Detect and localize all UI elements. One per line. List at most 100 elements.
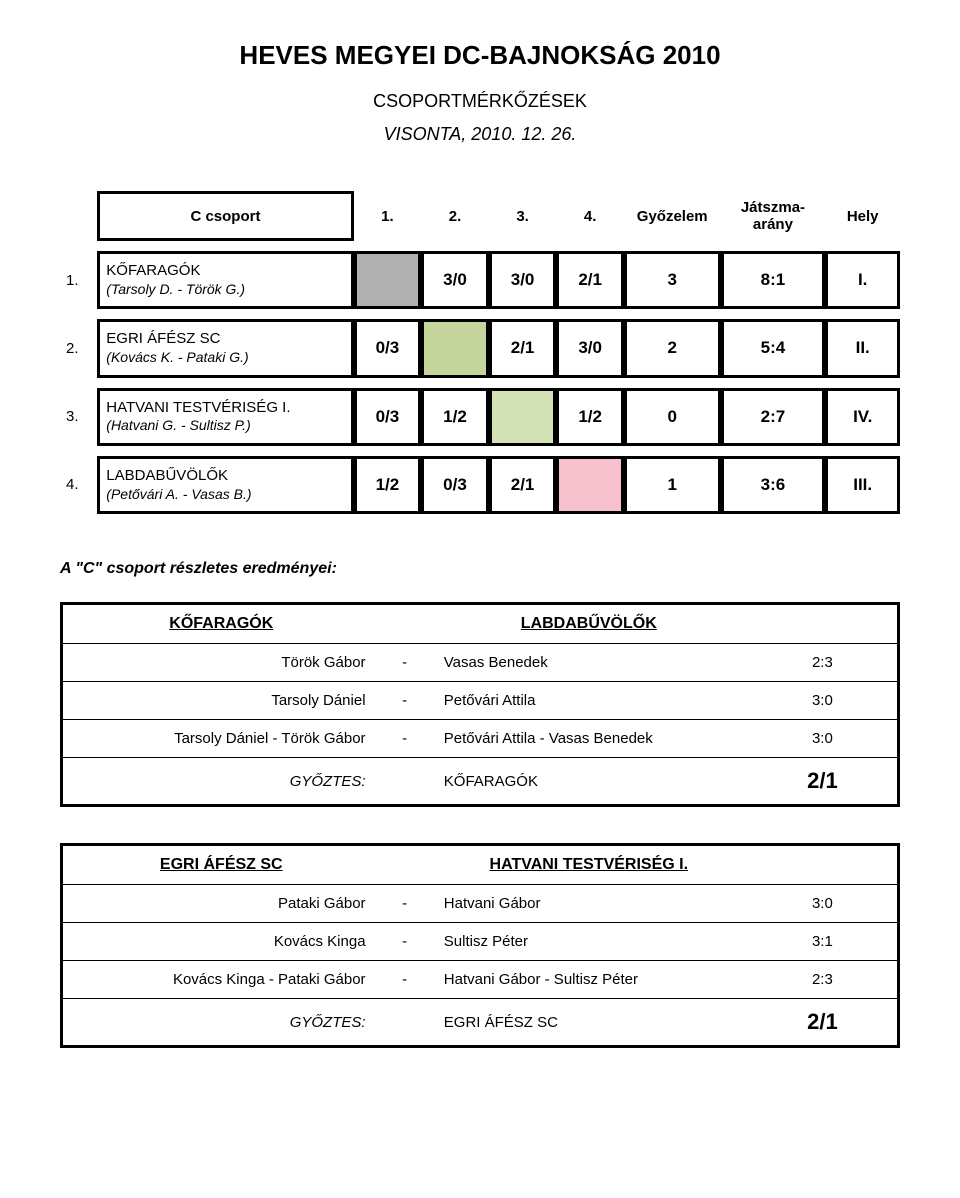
wins-cell: 3	[624, 251, 721, 309]
diagonal-cell	[556, 456, 624, 514]
score-cell: 3/0	[421, 251, 489, 309]
separator: -	[380, 682, 430, 720]
diagonal-cell	[421, 319, 489, 377]
standings-row: 1.KŐFARAGÓK(Tarsoly D. - Török G.)3/03/0…	[60, 251, 900, 309]
team-name: KŐFARAGÓK	[106, 262, 344, 281]
match-team-a: KŐFARAGÓK	[62, 604, 380, 644]
team-cell: KŐFARAGÓK(Tarsoly D. - Török G.)	[97, 251, 353, 309]
col-wins: Győzelem	[624, 191, 721, 241]
separator: -	[380, 923, 430, 961]
wins-cell: 0	[624, 388, 721, 446]
score-cell: 2/1	[556, 251, 624, 309]
ratio-cell: 8:1	[721, 251, 826, 309]
place-cell: III.	[825, 456, 900, 514]
col-4: 4.	[556, 191, 624, 241]
ratio-cell: 3:6	[721, 456, 826, 514]
wins-cell: 2	[624, 319, 721, 377]
match-team-b: HATVANI TESTVÉRISÉG I.	[430, 845, 748, 885]
winner-row: GYŐZTES:KŐFARAGÓK2/1	[62, 758, 899, 806]
match-row: Tarsoly Dániel - Török Gábor-Petővári At…	[62, 720, 899, 758]
col-place: Hely	[825, 191, 900, 241]
score-cell: 1/2	[556, 388, 624, 446]
separator: -	[380, 961, 430, 999]
winner-row: GYŐZTES: EGRI ÁFÉSZ SC2/1	[62, 999, 899, 1047]
team-players: (Petővári A. - Vasas B.)	[106, 486, 344, 504]
page-subtitle: CSOPORTMÉRKŐZÉSEK	[60, 91, 900, 112]
team-players: (Tarsoly D. - Török G.)	[106, 281, 344, 299]
wins-cell: 1	[624, 456, 721, 514]
player-a: Tarsoly Dániel	[62, 682, 380, 720]
match-row: Kovács Kinga-Sultisz Péter3:1	[62, 923, 899, 961]
diagonal-cell	[354, 251, 422, 309]
row-score: 2:3	[748, 644, 899, 682]
match-row: Pataki Gábor-Hatvani Gábor3:0	[62, 885, 899, 923]
score-header	[748, 604, 899, 644]
player-a: Kovács Kinga - Pataki Gábor	[62, 961, 380, 999]
col-2: 2.	[421, 191, 489, 241]
separator	[380, 604, 430, 644]
row-number: 1.	[60, 251, 97, 309]
col-1: 1.	[354, 191, 422, 241]
match-table: KŐFARAGÓKLABDABŰVÖLŐKTörök Gábor-Vasas B…	[60, 602, 900, 807]
separator: -	[380, 720, 430, 758]
standings-table: C csoport 1. 2. 3. 4. Győzelem Játszma-a…	[60, 181, 900, 524]
match-row: Kovács Kinga - Pataki Gábor-Hatvani Gábo…	[62, 961, 899, 999]
team-cell: LABDABŰVÖLŐK(Petővári A. - Vasas B.)	[97, 456, 353, 514]
group-label: C csoport	[97, 191, 353, 241]
score-cell: 3/0	[556, 319, 624, 377]
score-cell: 3/0	[489, 251, 557, 309]
standings-row: 2.EGRI ÁFÉSZ SC(Kovács K. - Pataki G.)0/…	[60, 319, 900, 377]
row-score: 3:0	[748, 885, 899, 923]
team-name: LABDABŰVÖLŐK	[106, 467, 344, 486]
player-a: Kovács Kinga	[62, 923, 380, 961]
separator	[380, 758, 430, 806]
score-cell: 1/2	[421, 388, 489, 446]
page-title: HEVES MEGYEI DC-BAJNOKSÁG 2010	[60, 40, 900, 71]
row-number: 4.	[60, 456, 97, 514]
row-number: 2.	[60, 319, 97, 377]
diagonal-cell	[489, 388, 557, 446]
match-team-b: LABDABŰVÖLŐK	[430, 604, 748, 644]
score-cell: 0/3	[354, 388, 422, 446]
row-score: 2:3	[748, 961, 899, 999]
row-score: 3:0	[748, 682, 899, 720]
team-players: (Kovács K. - Pataki G.)	[106, 349, 344, 367]
winner-team: KŐFARAGÓK	[430, 758, 748, 806]
standings-row: 4.LABDABŰVÖLŐK(Petővári A. - Vasas B.)1/…	[60, 456, 900, 514]
row-score: 3:1	[748, 923, 899, 961]
winner-label: GYŐZTES:	[62, 999, 380, 1047]
player-b: Vasas Benedek	[430, 644, 748, 682]
winner-team: EGRI ÁFÉSZ SC	[430, 999, 748, 1047]
match-row: Tarsoly Dániel-Petővári Attila3:0	[62, 682, 899, 720]
page-date: VISONTA, 2010. 12. 26.	[60, 124, 900, 145]
place-cell: II.	[825, 319, 900, 377]
row-number: 3.	[60, 388, 97, 446]
player-a: Török Gábor	[62, 644, 380, 682]
score-cell: 0/3	[421, 456, 489, 514]
ratio-cell: 2:7	[721, 388, 826, 446]
player-b: Hatvani Gábor	[430, 885, 748, 923]
row-score: 3:0	[748, 720, 899, 758]
player-b: Petővári Attila	[430, 682, 748, 720]
team-name: EGRI ÁFÉSZ SC	[106, 330, 344, 349]
match-row: Török Gábor-Vasas Benedek2:3	[62, 644, 899, 682]
team-cell: HATVANI TESTVÉRISÉG I.(Hatvani G. - Sult…	[97, 388, 353, 446]
team-players: (Hatvani G. - Sultisz P.)	[106, 417, 344, 435]
team-name: HATVANI TESTVÉRISÉG I.	[106, 399, 344, 418]
place-cell: I.	[825, 251, 900, 309]
match-team-a: EGRI ÁFÉSZ SC	[62, 845, 380, 885]
standings-row: 3.HATVANI TESTVÉRISÉG I.(Hatvani G. - Su…	[60, 388, 900, 446]
results-intro: A "C" csoport részletes eredményei:	[60, 560, 900, 578]
score-cell: 1/2	[354, 456, 422, 514]
separator: -	[380, 885, 430, 923]
player-b: Hatvani Gábor - Sultisz Péter	[430, 961, 748, 999]
place-cell: IV.	[825, 388, 900, 446]
player-b: Sultisz Péter	[430, 923, 748, 961]
separator	[380, 845, 430, 885]
player-a: Tarsoly Dániel - Török Gábor	[62, 720, 380, 758]
ratio-cell: 5:4	[721, 319, 826, 377]
score-header	[748, 845, 899, 885]
winner-score: 2/1	[748, 999, 899, 1047]
team-cell: EGRI ÁFÉSZ SC(Kovács K. - Pataki G.)	[97, 319, 353, 377]
score-cell: 2/1	[489, 456, 557, 514]
